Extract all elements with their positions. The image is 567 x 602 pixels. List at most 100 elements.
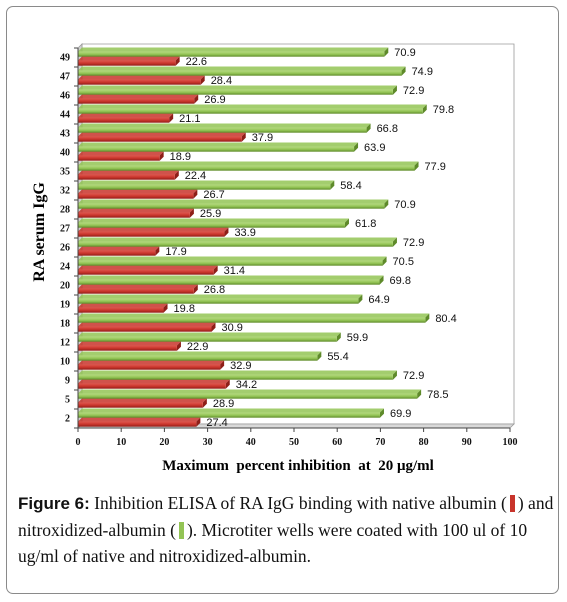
bar-top-native-46 <box>78 94 199 99</box>
figure-caption: Figure 6: Inhibition ELISA of RA IgG bin… <box>18 490 554 569</box>
bar-top-native-35 <box>78 170 179 175</box>
y-tick-label-46: 46 <box>60 91 70 102</box>
x-tick-label-60: 60 <box>332 437 342 448</box>
data-label-native-19: 19.8 <box>174 303 195 315</box>
y-tick-label-2: 2 <box>65 414 70 425</box>
data-labels-group: 27.4 69.9 28.9 78.5 34.2 72.9 32.9 55.4 22.9 59.9… <box>165 47 456 429</box>
bar-top-nitroxidized-26 <box>78 237 397 242</box>
x-axis-label: Maximum percent inhibition at 20 μg/ml <box>162 458 434 474</box>
bar-native-44 <box>78 117 170 123</box>
bar-nitroxidized-26 <box>78 241 393 247</box>
x-tick-label-20: 20 <box>159 437 169 448</box>
caption-text-part1: Inhibition ELISA of RA IgG binding with … <box>89 493 507 513</box>
bar-end-native-28 <box>189 208 194 218</box>
bar-top-native-19 <box>78 303 168 308</box>
bar-top-nitroxidized-47 <box>78 66 406 71</box>
bar-top-native-26 <box>78 246 160 251</box>
bar-end-nitroxidized-32 <box>330 180 335 190</box>
bar-end-nitroxidized-26 <box>392 237 397 247</box>
data-label-nitroxidized-26: 72.9 <box>403 237 424 249</box>
bar-end-nitroxidized-10 <box>317 351 322 361</box>
bar-nitroxidized-24 <box>78 260 383 266</box>
bar-native-35 <box>78 174 175 180</box>
bar-native-19 <box>78 307 164 313</box>
bar-native-27 <box>78 231 225 237</box>
data-label-nitroxidized-28: 70.9 <box>394 199 415 211</box>
data-label-native-24: 31.4 <box>224 265 245 277</box>
caption-figure-label: Figure 6: <box>18 494 90 513</box>
bar-top-nitroxidized-49 <box>78 47 389 52</box>
data-label-native-49: 22.6 <box>186 56 207 68</box>
bar-native-40 <box>78 155 160 161</box>
bar-nitroxidized-5 <box>78 393 418 399</box>
bar-nitroxidized-19 <box>78 298 359 304</box>
data-label-nitroxidized-32: 58.4 <box>340 180 361 192</box>
data-label-native-9: 34.2 <box>236 379 257 391</box>
bar-end-nitroxidized-2 <box>379 408 384 418</box>
bar-end-nitroxidized-35 <box>414 161 419 171</box>
bar-top-native-32 <box>78 189 198 194</box>
data-label-native-46: 26.9 <box>204 94 225 106</box>
data-label-native-44: 21.1 <box>179 113 200 125</box>
bar-top-native-12 <box>78 341 181 346</box>
bar-nitroxidized-20 <box>78 279 380 285</box>
bar-nitroxidized-10 <box>78 355 318 361</box>
bar-nitroxidized-49 <box>78 51 385 57</box>
bar-top-nitroxidized-32 <box>78 180 335 185</box>
bar-end-native-9 <box>225 379 230 389</box>
bar-end-nitroxidized-24 <box>382 256 387 266</box>
bar-top-nitroxidized-9 <box>78 370 397 375</box>
bar-top-native-18 <box>78 322 216 327</box>
y-tick-label-24: 24 <box>60 262 70 273</box>
bar-top-nitroxidized-2 <box>78 408 384 413</box>
y-tick-label-47: 47 <box>60 72 70 83</box>
bar-end-native-27 <box>224 227 229 237</box>
data-label-nitroxidized-18: 80.4 <box>435 313 456 325</box>
bar-nitroxidized-47 <box>78 70 402 76</box>
bar-end-nitroxidized-44 <box>422 104 427 114</box>
x-tick-label-10: 10 <box>116 437 126 448</box>
bar-nitroxidized-28 <box>78 203 385 209</box>
bar-end-nitroxidized-46 <box>392 85 397 95</box>
caption-text-part3: ). Microtiter wells were coated with 100… <box>18 520 528 566</box>
bar-top-native-24 <box>78 265 218 270</box>
bar-chart: 2 5 9 10 12 18 19 20 24 26 27 28 32 35 40 43 44 46 47 49 0 10… <box>31 43 518 474</box>
bar-top-native-5 <box>78 398 207 403</box>
data-label-native-12: 22.9 <box>187 341 208 353</box>
y-tick-label-10: 10 <box>60 357 70 368</box>
bar-end-nitroxidized-12 <box>336 332 341 342</box>
bar-native-5 <box>78 402 203 408</box>
y-tick-label-5: 5 <box>65 395 70 406</box>
bar-native-43 <box>78 136 242 142</box>
bar-top-native-28 <box>78 208 194 213</box>
bar-top-nitroxidized-18 <box>78 313 430 318</box>
bar-end-nitroxidized-43 <box>366 123 371 133</box>
y-tick-label-12: 12 <box>60 338 70 349</box>
x-tick-label-100: 100 <box>503 437 518 448</box>
data-label-nitroxidized-49: 70.9 <box>394 47 415 59</box>
bar-nitroxidized-32 <box>78 184 331 190</box>
bar-end-native-24 <box>213 265 218 275</box>
bar-top-native-20 <box>78 284 198 289</box>
data-label-nitroxidized-5: 78.5 <box>427 389 448 401</box>
y-tick-label-35: 35 <box>60 167 70 178</box>
data-label-nitroxidized-2: 69.9 <box>390 408 411 420</box>
data-label-nitroxidized-12: 59.9 <box>347 332 368 344</box>
bar-native-26 <box>78 250 156 256</box>
bar-nitroxidized-43 <box>78 127 367 133</box>
data-label-native-47: 28.4 <box>211 75 232 87</box>
data-label-nitroxidized-46: 72.9 <box>403 85 424 97</box>
y-tick-label-20: 20 <box>60 281 70 292</box>
bar-nitroxidized-40 <box>78 146 355 152</box>
bar-top-nitroxidized-28 <box>78 199 389 204</box>
bar-nitroxidized-27 <box>78 222 345 228</box>
bar-end-nitroxidized-5 <box>417 389 422 399</box>
bar-end-nitroxidized-28 <box>384 199 389 209</box>
data-label-nitroxidized-40: 63.9 <box>364 142 385 154</box>
bar-native-18 <box>78 326 212 332</box>
data-label-nitroxidized-44: 79.8 <box>433 104 454 116</box>
caption-text-part2: ) and nitroxidized-albumin ( <box>18 493 554 540</box>
bar-top-native-10 <box>78 360 225 365</box>
bar-top-nitroxidized-35 <box>78 161 419 166</box>
data-label-nitroxidized-10: 55.4 <box>327 351 348 363</box>
